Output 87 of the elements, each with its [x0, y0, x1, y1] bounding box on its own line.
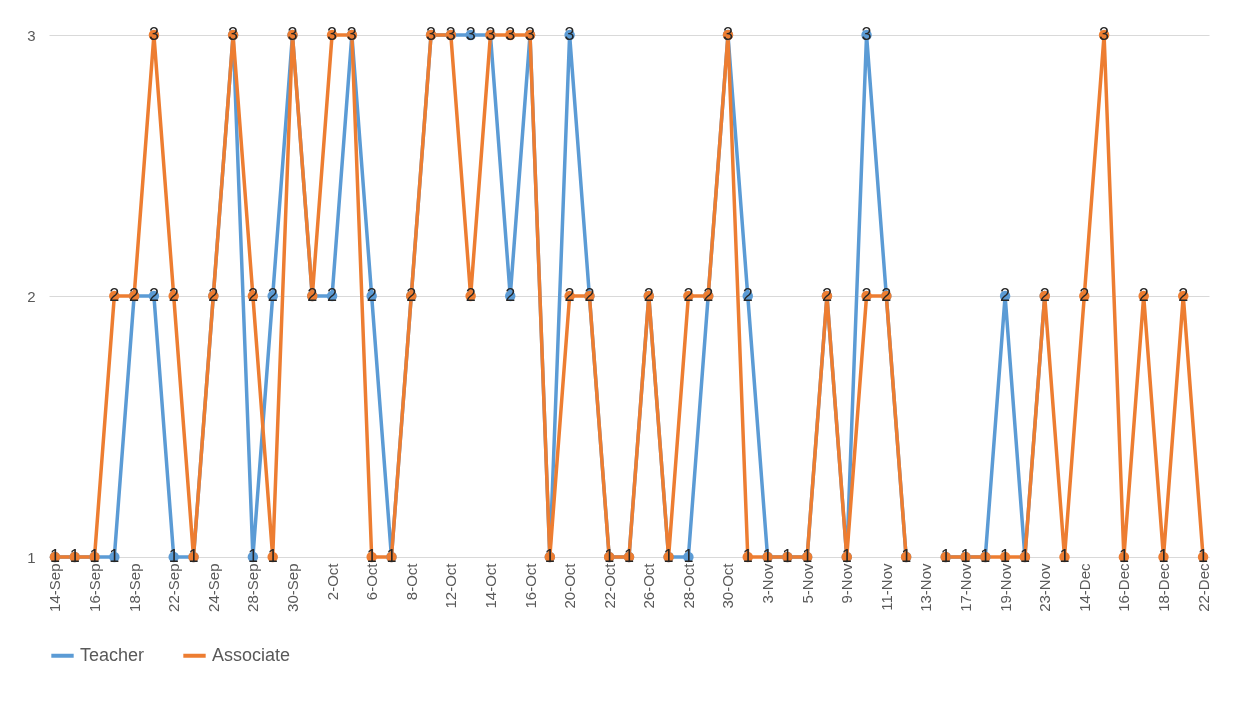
data-label: 1 — [901, 546, 912, 566]
data-label: 2 — [1000, 285, 1011, 305]
data-label: 2 — [821, 285, 832, 305]
x-tick-label: 23-Nov — [1036, 563, 1054, 612]
data-label: 1 — [188, 546, 199, 566]
x-tick-label: 14-Oct — [481, 562, 499, 609]
data-label: 3 — [1099, 24, 1110, 44]
x-tick-label: 16-Dec — [1115, 563, 1133, 612]
x-tick-label: 16-Oct — [521, 562, 539, 609]
data-label: 2 — [148, 285, 159, 305]
x-tick-label: 13-Nov — [917, 563, 935, 612]
data-label: 3 — [861, 24, 872, 44]
data-label: 1 — [742, 546, 753, 566]
data-label: 2 — [861, 285, 872, 305]
data-label: 1 — [1019, 546, 1030, 566]
data-label: 3 — [485, 24, 496, 44]
x-tick-label: 24-Sep — [204, 563, 222, 612]
data-label: 2 — [643, 285, 654, 305]
y-tick-label: 3 — [27, 26, 36, 44]
data-label: 2 — [208, 285, 219, 305]
data-label: 3 — [228, 24, 239, 44]
x-tick-label: 30-Oct — [719, 562, 737, 609]
data-label: 1 — [940, 546, 951, 566]
data-label: 2 — [881, 285, 892, 305]
data-label: 3 — [505, 24, 516, 44]
data-label: 3 — [525, 24, 536, 44]
x-tick-label: 11-Nov — [877, 563, 895, 611]
data-label: 3 — [722, 24, 733, 44]
data-label: 1 — [386, 546, 397, 566]
data-label: 3 — [327, 24, 338, 44]
x-tick-label: 28-Sep — [244, 563, 262, 612]
x-tick-label: 26-Oct — [640, 562, 658, 609]
data-label: 1 — [980, 546, 991, 566]
data-label: 2 — [564, 285, 575, 305]
data-label: 2 — [109, 285, 120, 305]
x-tick-label: 20-Oct — [561, 562, 579, 609]
legend-label: Teacher — [80, 644, 145, 665]
legend-label: Associate — [212, 644, 291, 665]
data-label: 2 — [247, 285, 258, 305]
x-tick-label: 14-Sep — [46, 563, 64, 612]
data-label: 2 — [406, 285, 417, 305]
data-label: 2 — [1039, 285, 1050, 305]
data-label: 1 — [1059, 546, 1070, 566]
data-label: 2 — [742, 285, 753, 305]
data-label: 2 — [1138, 285, 1149, 305]
data-label: 1 — [782, 546, 793, 566]
x-tick-label: 22-Sep — [165, 563, 183, 612]
data-label: 1 — [267, 546, 278, 566]
data-label: 3 — [445, 24, 456, 44]
data-label: 2 — [465, 285, 476, 305]
x-tick-label: 16-Sep — [86, 563, 104, 612]
data-label: 2 — [267, 285, 278, 305]
data-label: 2 — [366, 285, 377, 305]
data-label: 2 — [683, 285, 694, 305]
data-label: 2 — [505, 285, 516, 305]
x-tick-label: 28-Oct — [679, 562, 697, 609]
x-tick-label: 22-Oct — [600, 562, 618, 609]
data-label: 3 — [465, 24, 476, 44]
data-label: 1 — [69, 546, 80, 566]
data-label: 3 — [148, 24, 159, 44]
x-tick-label: 8-Oct — [402, 562, 420, 601]
data-label: 3 — [346, 24, 357, 44]
data-label: 3 — [564, 24, 575, 44]
data-label: 2 — [1079, 285, 1090, 305]
x-tick-label: 6-Oct — [363, 562, 381, 601]
data-label: 2 — [703, 285, 714, 305]
y-tick-label: 2 — [27, 287, 36, 305]
x-tick-label: 12-Oct — [442, 562, 460, 609]
data-label: 1 — [663, 546, 674, 566]
x-tick-label: 18-Sep — [125, 563, 143, 612]
data-label: 2 — [168, 285, 179, 305]
x-tick-label: 22-Dec — [1194, 563, 1212, 612]
data-label: 1 — [544, 546, 555, 566]
data-label: 2 — [307, 285, 318, 305]
data-label: 3 — [287, 24, 298, 44]
x-tick-label: 30-Sep — [283, 563, 301, 612]
data-label: 1 — [623, 546, 635, 566]
data-label: 3 — [426, 24, 437, 44]
x-tick-label: 2-Oct — [323, 562, 341, 601]
data-label: 2 — [584, 285, 595, 305]
data-label: 2 — [327, 285, 338, 305]
data-label: 1 — [109, 546, 120, 566]
x-tick-label: 18-Dec — [1154, 563, 1172, 612]
data-label: 2 — [129, 285, 140, 305]
y-tick-label: 1 — [27, 548, 36, 566]
data-label: 2 — [1178, 285, 1189, 305]
x-tick-label: 14-Dec — [1075, 563, 1093, 612]
